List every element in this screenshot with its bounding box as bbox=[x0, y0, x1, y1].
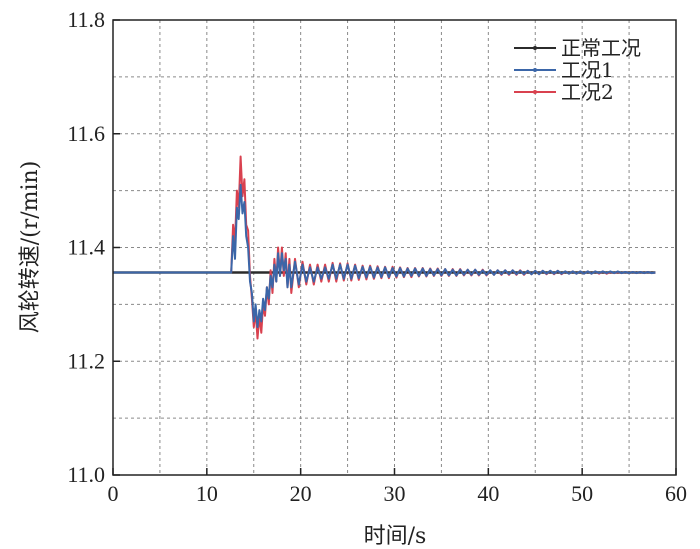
axis-ticks bbox=[112, 19, 677, 476]
y-axis-label: 风轮转速/(r/min) bbox=[18, 161, 43, 334]
legend-label: 正常工况 bbox=[561, 36, 641, 60]
legend-marker bbox=[533, 68, 537, 72]
y-tick-label: 11.8 bbox=[67, 7, 105, 32]
x-axis-label: 时间/s bbox=[364, 524, 427, 549]
legend-label: 工况2 bbox=[561, 80, 614, 104]
y-tick-label: 11.6 bbox=[67, 121, 105, 146]
legend-label: 工况1 bbox=[561, 58, 614, 82]
x-tick-label: 60 bbox=[665, 481, 687, 506]
series-layer bbox=[113, 155, 656, 340]
y-tick-label: 11.2 bbox=[67, 348, 105, 373]
y-tick-label: 11.4 bbox=[67, 235, 105, 260]
x-tick-label: 30 bbox=[384, 481, 406, 506]
x-tick-label: 40 bbox=[477, 481, 499, 506]
x-tick-label: 0 bbox=[108, 481, 119, 506]
tick-labels: 0 10 20 30 40 50 60 11.0 11.2 11.4 11.6 11.8 bbox=[67, 7, 687, 506]
y-tick-label: 11.0 bbox=[67, 462, 105, 487]
legend-marker bbox=[533, 90, 537, 94]
x-tick-label: 10 bbox=[196, 481, 218, 506]
x-tick-label: 20 bbox=[290, 481, 312, 506]
grid-lines bbox=[113, 20, 676, 475]
x-tick-label: 50 bbox=[571, 481, 593, 506]
legend-marker bbox=[533, 46, 537, 50]
series-line-2 bbox=[113, 183, 656, 329]
